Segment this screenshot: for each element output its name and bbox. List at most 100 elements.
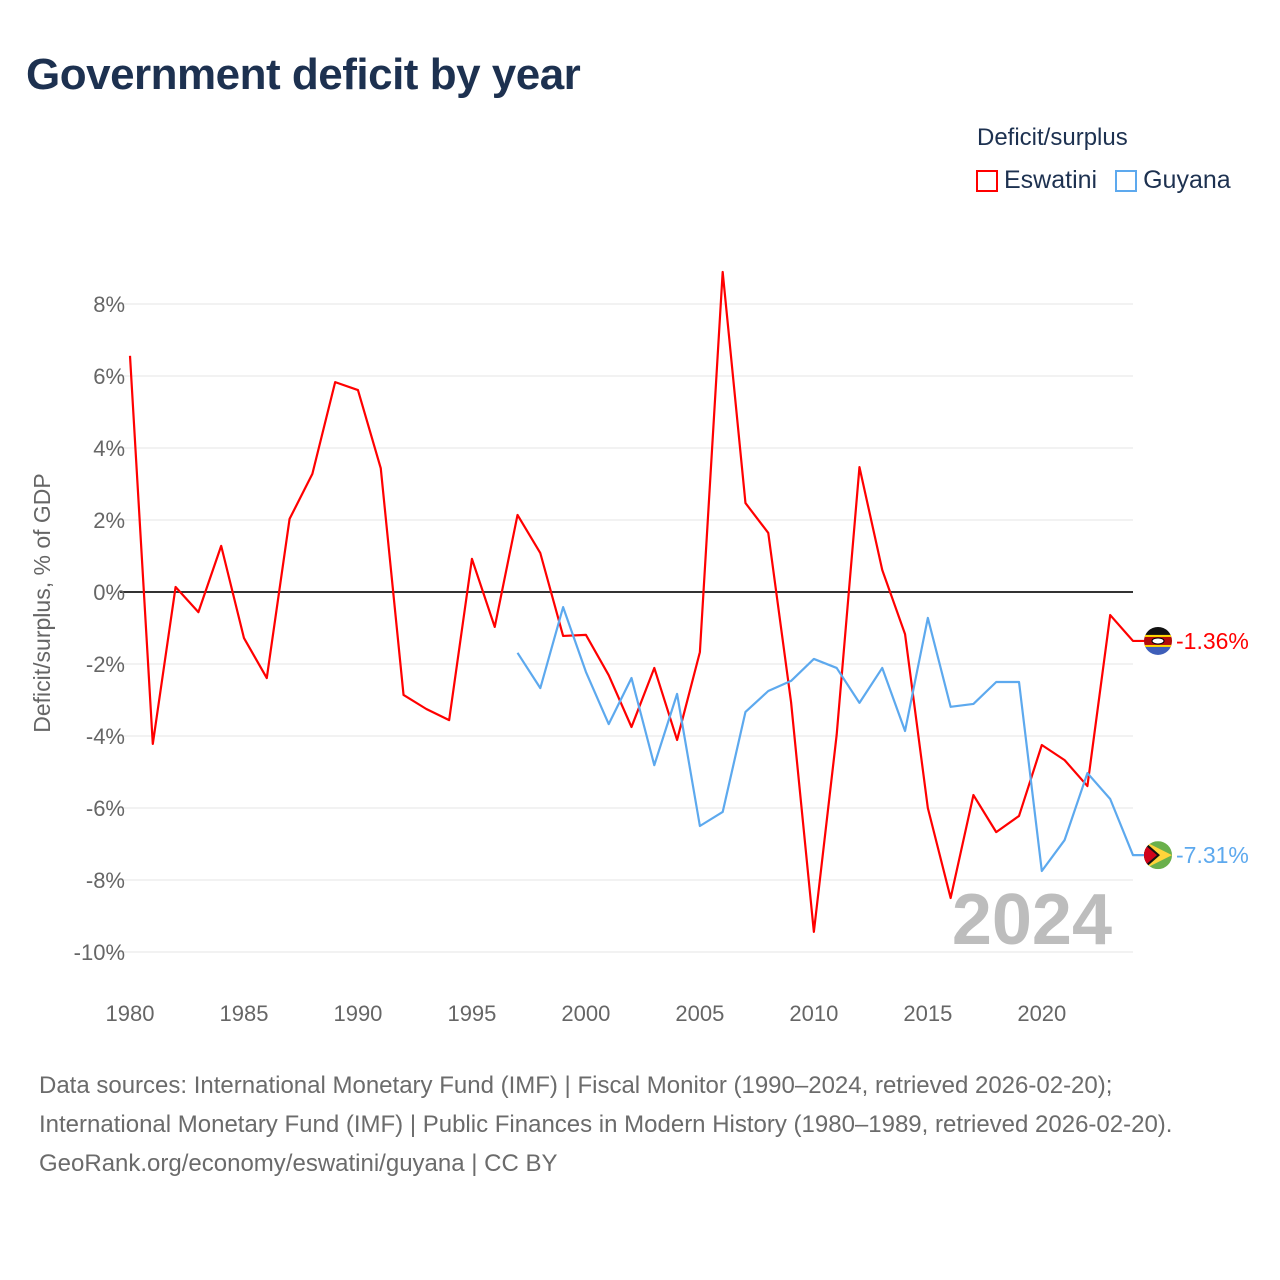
data-point[interactable]: [1062, 757, 1068, 763]
x-tick-label: 2020: [1017, 1001, 1066, 1026]
data-point[interactable]: [948, 704, 954, 710]
end-value-label: -7.31%: [1176, 842, 1249, 868]
data-point[interactable]: [1084, 783, 1090, 789]
data-point[interactable]: [264, 675, 270, 681]
data-point[interactable]: [993, 679, 999, 685]
data-point[interactable]: [1107, 796, 1113, 802]
data-point[interactable]: [173, 584, 179, 590]
data-point[interactable]: [925, 615, 931, 621]
data-point[interactable]: [879, 567, 885, 573]
credit-link[interactable]: GeoRank.org/economy/eswatini/guyana | CC…: [39, 1150, 558, 1177]
data-point[interactable]: [651, 665, 657, 671]
x-tick-label: 1980: [106, 1001, 155, 1026]
legend-item-guyana[interactable]: Guyana: [1115, 166, 1231, 195]
data-point[interactable]: [902, 728, 908, 734]
data-point[interactable]: [537, 685, 543, 691]
data-point[interactable]: [651, 762, 657, 768]
data-point[interactable]: [401, 692, 407, 698]
data-point[interactable]: [856, 464, 862, 470]
data-point[interactable]: [742, 500, 748, 506]
data-point[interactable]: [879, 665, 885, 671]
data-point[interactable]: [1107, 612, 1113, 618]
x-tick-label: 2010: [789, 1001, 838, 1026]
data-sources: Data sources: International Monetary Fun…: [39, 1072, 1173, 1138]
y-tick-label: 4%: [93, 436, 125, 461]
data-point[interactable]: [925, 805, 931, 811]
data-point[interactable]: [697, 649, 703, 655]
chart-title: Government deficit by year: [26, 50, 581, 99]
legend-item-eswatini[interactable]: Eswatini: [976, 166, 1097, 195]
legend-swatch-eswatini: [976, 169, 998, 192]
data-point[interactable]: [195, 609, 201, 615]
flag-guyana-icon: [1144, 841, 1172, 870]
data-point[interactable]: [378, 465, 384, 471]
data-point[interactable]: [150, 741, 156, 747]
data-point[interactable]: [218, 543, 224, 549]
legend-label: Guyana: [1143, 166, 1231, 194]
data-point[interactable]: [1016, 679, 1022, 685]
data-point[interactable]: [515, 512, 521, 518]
data-point[interactable]: [287, 516, 293, 522]
data-point[interactable]: [629, 724, 635, 730]
data-point[interactable]: [788, 678, 794, 684]
data-point[interactable]: [309, 471, 315, 477]
data-point[interactable]: [606, 672, 612, 678]
y-tick-label: -8%: [86, 868, 125, 893]
legend-title: Deficit/surplus: [977, 124, 1128, 151]
data-point[interactable]: [629, 675, 635, 681]
data-point[interactable]: [674, 737, 680, 743]
data-point[interactable]: [332, 379, 338, 385]
data-point[interactable]: [492, 624, 498, 630]
y-tick-label: 6%: [93, 364, 125, 389]
series-line-guyana: [516, 606, 1145, 873]
x-tick-label: 2000: [561, 1001, 610, 1026]
data-point[interactable]: [1062, 837, 1068, 843]
data-point[interactable]: [834, 665, 840, 671]
data-point[interactable]: [674, 691, 680, 697]
x-tick-label: 2015: [903, 1001, 952, 1026]
data-point[interactable]: [1016, 813, 1022, 819]
data-point[interactable]: [970, 701, 976, 707]
data-point[interactable]: [765, 530, 771, 536]
year-badge: 2024: [952, 880, 1112, 960]
data-point[interactable]: [560, 604, 566, 610]
data-point[interactable]: [127, 353, 133, 359]
data-point[interactable]: [697, 823, 703, 829]
data-point[interactable]: [1130, 638, 1136, 644]
data-point[interactable]: [811, 656, 817, 662]
data-point[interactable]: [515, 650, 521, 656]
data-point[interactable]: [902, 631, 908, 637]
data-point[interactable]: [583, 669, 589, 675]
data-point[interactable]: [834, 732, 840, 738]
data-point[interactable]: [970, 792, 976, 798]
flag-eswatini-icon: [1144, 626, 1172, 655]
data-point[interactable]: [993, 829, 999, 835]
y-tick-label: -4%: [86, 724, 125, 749]
data-point[interactable]: [560, 633, 566, 639]
data-point[interactable]: [811, 929, 817, 935]
x-tick-label: 1995: [447, 1001, 496, 1026]
end-value-label: -1.36%: [1176, 628, 1249, 654]
data-point[interactable]: [1039, 742, 1045, 748]
data-point[interactable]: [856, 700, 862, 706]
data-point[interactable]: [606, 721, 612, 727]
data-point[interactable]: [355, 387, 361, 393]
data-point[interactable]: [469, 556, 475, 562]
x-tick-label: 2005: [675, 1001, 724, 1026]
data-point[interactable]: [241, 635, 247, 641]
data-point[interactable]: [720, 269, 726, 275]
data-point[interactable]: [1130, 852, 1136, 858]
data-point[interactable]: [446, 717, 452, 723]
data-point[interactable]: [742, 709, 748, 715]
data-point[interactable]: [765, 688, 771, 694]
footer: Data sources: International Monetary Fun…: [39, 1066, 1239, 1183]
data-point[interactable]: [423, 706, 429, 712]
data-point[interactable]: [583, 632, 589, 638]
data-point[interactable]: [1084, 770, 1090, 776]
data-point[interactable]: [788, 699, 794, 705]
data-point[interactable]: [948, 895, 954, 901]
y-tick-label: -6%: [86, 796, 125, 821]
data-point[interactable]: [537, 550, 543, 556]
data-point[interactable]: [720, 809, 726, 815]
data-point[interactable]: [1039, 868, 1045, 874]
